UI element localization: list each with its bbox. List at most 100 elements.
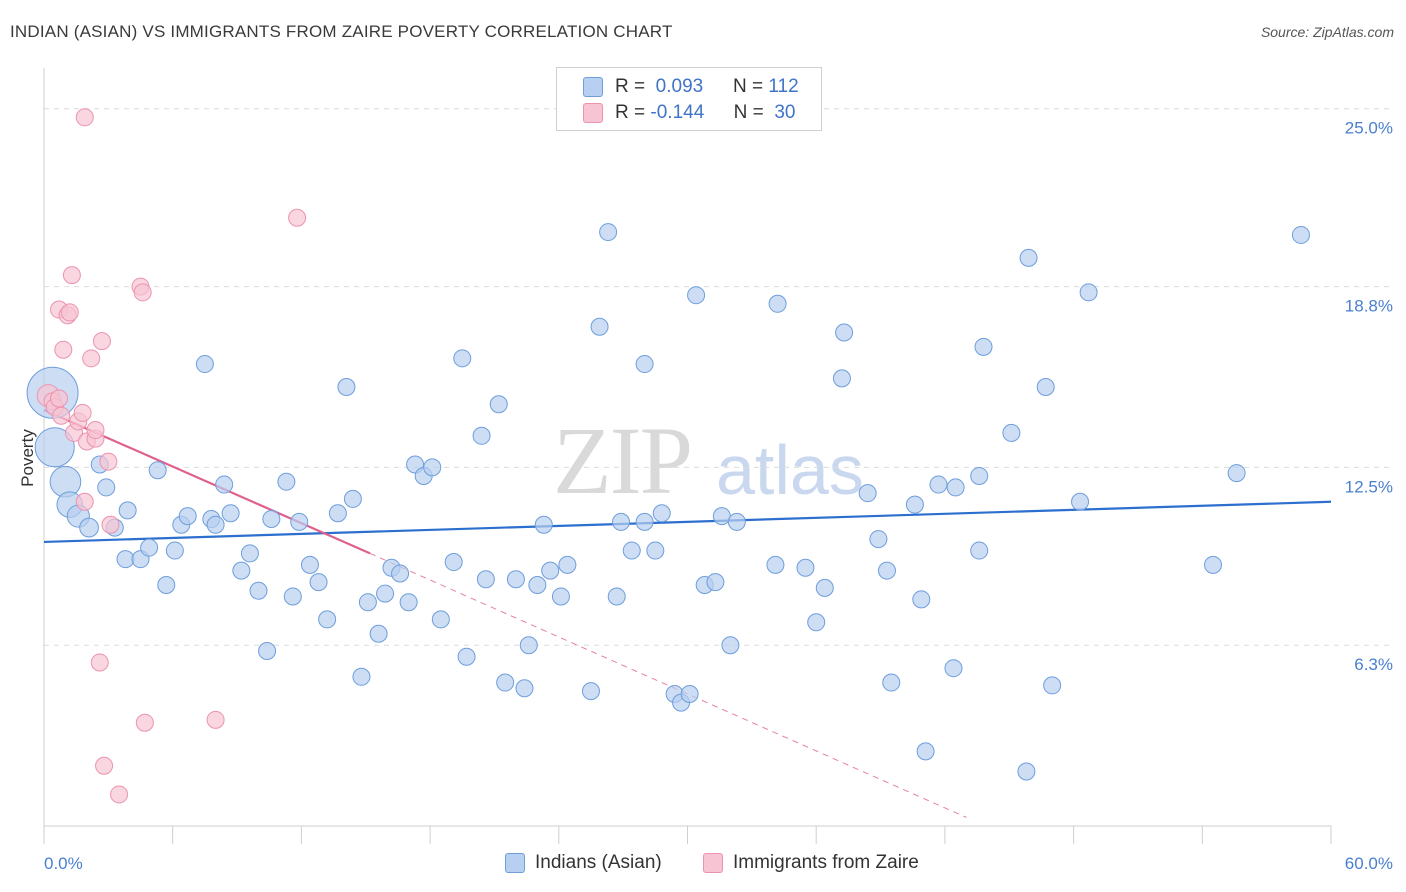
- trend-lines: [43, 408, 1332, 818]
- legend-r-value: -0.144: [650, 102, 705, 123]
- zaire-point: [60, 303, 79, 322]
- legend-r-label: R =: [615, 102, 646, 123]
- indian-point: [1017, 762, 1036, 781]
- indian-point: [796, 558, 815, 577]
- indian-point: [431, 610, 450, 629]
- zaire-point: [50, 389, 69, 408]
- indian-point: [652, 504, 671, 523]
- indian-point: [376, 584, 395, 603]
- indian-point: [423, 458, 442, 477]
- indian-point: [646, 541, 665, 560]
- indian-point: [1043, 676, 1062, 695]
- indian-point: [551, 587, 570, 606]
- trend-line-indians: [43, 500, 1332, 544]
- watermark-zip: ZIP: [553, 407, 693, 514]
- indian-point: [476, 570, 495, 589]
- zaire-point: [99, 452, 118, 471]
- indian-point: [635, 355, 654, 374]
- indian-point: [929, 475, 948, 494]
- indian-point: [318, 610, 337, 629]
- legend-n-value: 112: [768, 76, 799, 97]
- indian-point: [877, 561, 896, 580]
- series-legend-zaire: Immigrants from Zaire: [703, 852, 919, 874]
- zaire-point: [75, 492, 94, 511]
- chart-title: INDIAN (ASIAN) VS IMMIGRANTS FROM ZAIRE …: [10, 22, 673, 41]
- indian-point: [766, 555, 785, 574]
- indian-point: [528, 575, 547, 594]
- indian-point: [472, 426, 491, 445]
- zaire-point: [133, 283, 152, 302]
- legend-n-label: N =: [732, 76, 764, 97]
- legend-swatch-blue: [583, 77, 603, 97]
- indian-point: [369, 624, 388, 643]
- indian-point: [165, 541, 184, 560]
- indian-point: [858, 484, 877, 503]
- indian-point: [240, 544, 259, 563]
- series-label: Immigrants from Zaire: [733, 852, 919, 873]
- indian-point: [343, 489, 362, 508]
- indian-point: [815, 578, 834, 597]
- indian-point: [249, 581, 268, 600]
- indian-point: [712, 507, 731, 526]
- zaire-point: [82, 349, 101, 368]
- indian-point: [277, 472, 296, 491]
- indian-point: [258, 641, 277, 660]
- indian-point: [519, 636, 538, 655]
- indian-point: [944, 659, 963, 678]
- indian-point: [607, 587, 626, 606]
- indian-point: [140, 538, 159, 557]
- indian-point: [283, 587, 302, 606]
- indian-point: [215, 475, 234, 494]
- x-tick-label: 0.0%: [44, 854, 83, 873]
- legend-r-label: R =: [615, 76, 646, 97]
- indian-point: [262, 509, 281, 528]
- data-points: [26, 108, 1310, 804]
- indian-point: [835, 323, 854, 342]
- indian-point: [157, 575, 176, 594]
- indian-point: [581, 682, 600, 701]
- zaire-point: [135, 713, 154, 732]
- axis-labels: 6.3% 12.5% 18.8% 25.0% 0.0% 60.0% Poverty: [18, 119, 1393, 873]
- legend-swatch-pink: [583, 103, 603, 123]
- indian-point: [232, 561, 251, 580]
- zaire-point: [95, 756, 114, 775]
- zaire-point: [54, 340, 73, 359]
- indian-point: [905, 495, 924, 514]
- indian-point: [515, 679, 534, 698]
- correlation-legend: R = 0.093 N = 112 R = -0.144 N = 30: [556, 67, 822, 131]
- y-tick-label: 12.5%: [1345, 477, 1393, 496]
- indian-point: [541, 561, 560, 580]
- series-legend: Indians (Asian) Immigrants from Zaire: [0, 852, 1406, 878]
- indian-point: [680, 685, 699, 704]
- indian-point: [221, 504, 240, 523]
- indian-point: [946, 478, 965, 497]
- indian-point: [882, 673, 901, 692]
- indian-point: [97, 478, 116, 497]
- x-tick-label: 60.0%: [1345, 854, 1393, 873]
- y-axis-label: Poverty: [18, 429, 37, 487]
- indian-point: [116, 550, 135, 569]
- indian-point: [635, 512, 654, 531]
- y-tick-label: 25.0%: [1345, 119, 1393, 138]
- y-tick-label: 18.8%: [1345, 297, 1393, 316]
- indian-point: [444, 553, 463, 572]
- indian-point: [974, 337, 993, 356]
- indian-point: [358, 593, 377, 612]
- legend-row-zaire: R = -0.144 N = 30: [583, 101, 795, 125]
- zaire-point: [62, 266, 81, 285]
- series-swatch-pink: [703, 853, 723, 873]
- indian-point: [79, 517, 99, 538]
- zaire-point: [206, 710, 225, 729]
- indian-point: [148, 461, 167, 480]
- indian-point: [206, 515, 225, 534]
- legend-row-indians: R = 0.093 N = 112: [583, 75, 799, 99]
- indian-point: [916, 742, 935, 761]
- indian-point: [912, 590, 931, 609]
- indian-point: [34, 427, 75, 468]
- indian-point: [300, 555, 319, 574]
- indian-point: [970, 466, 989, 485]
- legend-n-value: 30: [774, 102, 796, 123]
- indian-point: [290, 512, 309, 531]
- indian-point: [612, 512, 631, 531]
- indian-point: [687, 286, 706, 305]
